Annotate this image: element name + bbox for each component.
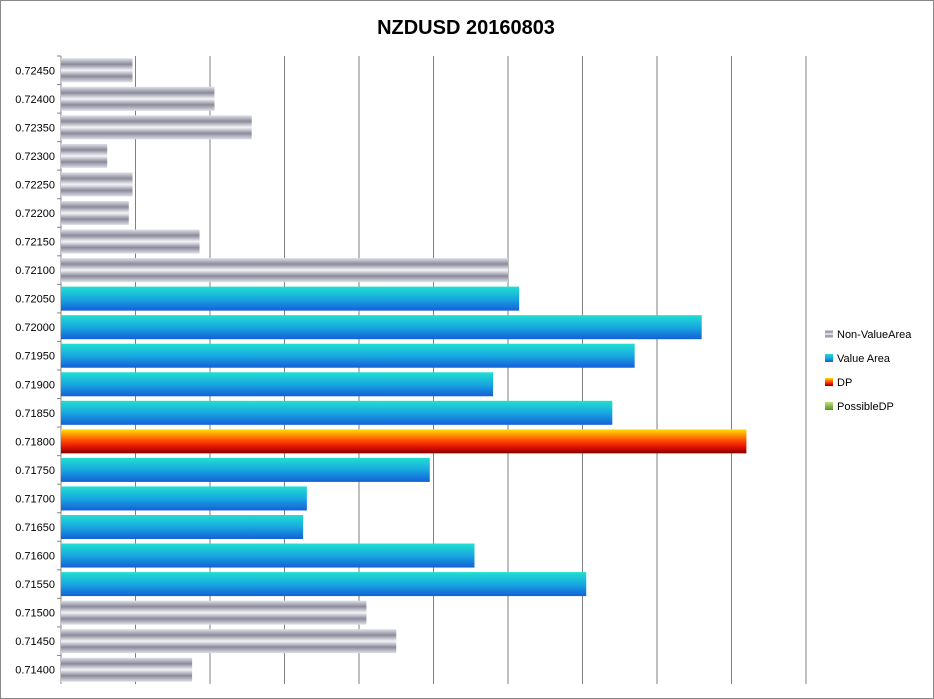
bar (61, 115, 252, 140)
y-tick-label: 0.71700 (15, 493, 55, 505)
y-tick-label: 0.71600 (15, 551, 55, 563)
bar (61, 400, 613, 425)
bars (61, 58, 747, 682)
bar (61, 600, 367, 625)
legend-swatch (825, 402, 833, 410)
bar (61, 172, 133, 197)
bar (61, 201, 129, 225)
y-tick-label: 0.71400 (15, 665, 55, 677)
legend-swatch (825, 354, 833, 362)
bar (61, 86, 215, 111)
bar (61, 258, 508, 283)
y-tick-label: 0.72200 (15, 208, 55, 220)
y-tick-label: 0.71950 (15, 351, 55, 363)
legend-swatch (825, 378, 833, 386)
bar (61, 372, 494, 397)
y-tick-label: 0.71850 (15, 408, 55, 420)
bar (61, 629, 397, 654)
bar (61, 486, 307, 511)
y-tick-label: 0.71650 (15, 522, 55, 534)
y-tick-label: 0.72150 (15, 237, 55, 249)
bar (61, 543, 475, 568)
y-tick-label: 0.72350 (15, 122, 55, 134)
y-tick-label: 0.71750 (15, 465, 55, 477)
y-tick-label: 0.72000 (15, 322, 55, 334)
bar (61, 143, 108, 168)
bar (61, 429, 747, 454)
bar (61, 657, 193, 682)
bar (61, 515, 304, 539)
bar (61, 315, 702, 340)
y-tick-label: 0.72250 (15, 179, 55, 191)
bar (61, 343, 635, 368)
y-tick-label: 0.71550 (15, 579, 55, 591)
y-tick-label: 0.72400 (15, 94, 55, 106)
y-tick-label: 0.72050 (15, 294, 55, 306)
legend-label: PossibleDP (837, 401, 894, 413)
bar (61, 229, 200, 254)
legend-label: DP (837, 377, 852, 389)
y-tick-label: 0.72450 (15, 65, 55, 77)
legend-swatch (825, 330, 833, 338)
bar (61, 58, 133, 83)
chart-title: NZDUSD 20160803 (377, 17, 555, 39)
bar (61, 457, 430, 482)
legend-label: Value Area (837, 353, 891, 365)
y-axis-ticks: 0.72450 0.72400 0.72350 0.72300 0.72250 0.722… (15, 55, 61, 677)
y-tick-label: 0.72100 (15, 265, 55, 277)
legend-label: Non-ValueArea (837, 329, 912, 341)
bar (61, 572, 587, 597)
y-tick-label: 0.71500 (15, 608, 55, 620)
y-tick-label: 0.71450 (15, 636, 55, 648)
bar (61, 286, 520, 311)
y-tick-label: 0.71900 (15, 379, 55, 391)
y-tick-label: 0.71800 (15, 436, 55, 448)
legend: Non-ValueArea Value Area DP PossibleDP (825, 329, 912, 413)
y-tick-label: 0.72300 (15, 151, 55, 163)
